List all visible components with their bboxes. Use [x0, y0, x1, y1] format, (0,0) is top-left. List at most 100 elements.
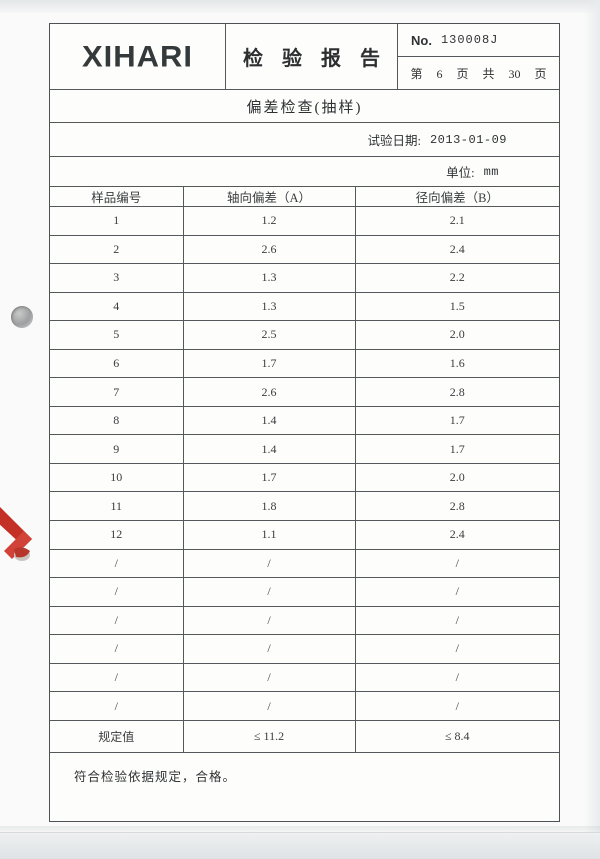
table-cell: 1.7: [182, 462, 356, 493]
table-cell: 11: [50, 491, 184, 522]
company-logo: XIHARI: [81, 39, 194, 73]
table-cell: 2.8: [354, 491, 559, 522]
table-row: / / /: [50, 691, 559, 721]
table-cell: 1.5: [354, 291, 559, 322]
table-cell: /: [354, 577, 559, 607]
table-cell: 1.7: [182, 348, 356, 379]
deviation-table: 样品编号 轴向偏差（A） 径向偏差（B） 1 1.2 2.1 2 2.6 2.4 3 1.3 2…: [50, 187, 559, 754]
table-cell: 1.3: [182, 291, 356, 322]
table-header-row: 样品编号 轴向偏差（A） 径向偏差（B）: [50, 187, 559, 207]
table-cell: /: [182, 548, 356, 579]
table-cell: 1.4: [182, 434, 356, 464]
table-cell: /: [50, 577, 184, 607]
table-row: 6 1.7 1.6: [50, 348, 559, 379]
report-title: 检 验 报 告: [226, 24, 398, 89]
table-cell: 2.4: [354, 234, 559, 265]
table-row: 9 1.4 1.7: [50, 434, 559, 464]
table-cell: /: [50, 691, 184, 721]
table-cell: /: [354, 605, 559, 636]
table-row: 5 2.5 2.0: [50, 320, 559, 350]
red-ribbon-icon: [0, 507, 32, 561]
table-cell: 1.6: [354, 348, 559, 379]
test-date-row: 试验日期: 2013-01-09: [50, 123, 559, 157]
scan-edge-right: [584, 0, 600, 859]
section-title: 偏差检查(抽样): [50, 90, 559, 123]
table-row: / / /: [50, 634, 559, 664]
table-cell: /: [354, 691, 559, 721]
table-cell: 9: [50, 434, 184, 464]
report-header: XIHARI 检 验 报 告 No. 130008J 第 6 页 共 30 页: [50, 24, 559, 90]
table-cell: 1.7: [354, 434, 559, 464]
report-number-row: No. 130008J: [398, 24, 559, 57]
table-cell: 2.2: [354, 263, 559, 293]
table-row: / / /: [50, 662, 559, 693]
table-cell: /: [50, 548, 184, 579]
table-body: 1 1.2 2.1 2 2.6 2.4 3 1.3 2.2 4 1.3 1.5 5 2.5 2.0 6 1.7 1…: [50, 206, 559, 754]
unit-value: mm: [483, 164, 499, 179]
table-cell: 1: [50, 206, 184, 236]
table-cell: 2.8: [354, 377, 559, 407]
report-number-label: No.: [411, 32, 432, 48]
table-cell: 2.6: [182, 234, 356, 265]
table-cell: /: [182, 577, 356, 607]
table-cell: /: [182, 691, 356, 721]
table-cell: ≤ 11.2: [182, 719, 356, 754]
table-row: / / /: [50, 577, 559, 607]
table-row: 12 1.1 2.4: [50, 520, 559, 550]
column-header-radial: 径向偏差（B）: [354, 187, 559, 207]
table-row: 3 1.3 2.2: [50, 263, 559, 293]
logo-cell: XIHARI: [50, 24, 226, 89]
table-row: 7 2.6 2.8: [50, 377, 559, 407]
table-cell: /: [50, 634, 184, 664]
table-cell: 1.3: [182, 263, 356, 293]
table-cell: 12: [50, 520, 184, 550]
table-cell: 1.2: [182, 206, 356, 236]
table-cell: 2: [50, 234, 184, 265]
column-header-sample: 样品编号: [50, 187, 184, 207]
unit-row: 单位: mm: [50, 157, 559, 187]
table-row: / / /: [50, 605, 559, 636]
table-cell: 1.4: [182, 405, 356, 436]
table-cell: /: [354, 662, 559, 693]
spec-row: 规定值 ≤ 11.2 ≤ 8.4: [50, 719, 559, 754]
conclusion-note: 符合检验依据规定，合格。: [74, 770, 237, 784]
table-cell: /: [182, 662, 356, 693]
table-cell: /: [50, 605, 184, 636]
table-cell: 2.1: [354, 206, 559, 236]
table-cell: /: [182, 634, 356, 664]
test-date-value: 2013-01-09: [429, 132, 507, 147]
scan-edge-top: [0, 0, 600, 13]
page-bottom-shadow: [0, 826, 600, 834]
table-cell: 2.6: [182, 377, 356, 407]
table-cell: /: [182, 605, 356, 636]
table-row: 11 1.8 2.8: [50, 491, 559, 522]
page-indicator: 第 6 页 共 30 页: [410, 66, 547, 81]
table-cell: 10: [50, 462, 184, 493]
table-cell: 1.7: [354, 405, 559, 436]
test-date-label: 试验日期:: [367, 134, 421, 148]
table-cell: 2.5: [182, 320, 356, 350]
table-cell: 7: [50, 377, 184, 407]
table-cell: 8: [50, 405, 184, 436]
table-cell: 2.4: [354, 520, 559, 550]
table-row: 8 1.4 1.7: [50, 405, 559, 436]
table-row: 10 1.7 2.0: [50, 462, 559, 493]
scan-edge-bottom: [0, 832, 600, 859]
table-cell: 2.0: [354, 462, 559, 493]
unit-label: 单位:: [446, 166, 475, 180]
table-row: 4 1.3 1.5: [50, 291, 559, 322]
table-cell: /: [354, 548, 559, 579]
table-cell: 1.1: [182, 520, 356, 550]
table-row: 1 1.2 2.1: [50, 206, 559, 236]
table-row: 2 2.6 2.4: [50, 234, 559, 265]
binder-hole-icon: [11, 306, 33, 328]
table-cell: 6: [50, 348, 184, 379]
table-cell: 1.8: [182, 491, 356, 522]
table-cell: 4: [50, 291, 184, 322]
report-meta-cell: No. 130008J 第 6 页 共 30 页: [398, 24, 559, 89]
table-row: / / /: [50, 548, 559, 579]
table-cell: ≤ 8.4: [354, 719, 559, 754]
table-cell: 规定值: [50, 719, 184, 754]
table-cell: /: [354, 634, 559, 664]
report-number-value: 130008J: [440, 33, 499, 47]
